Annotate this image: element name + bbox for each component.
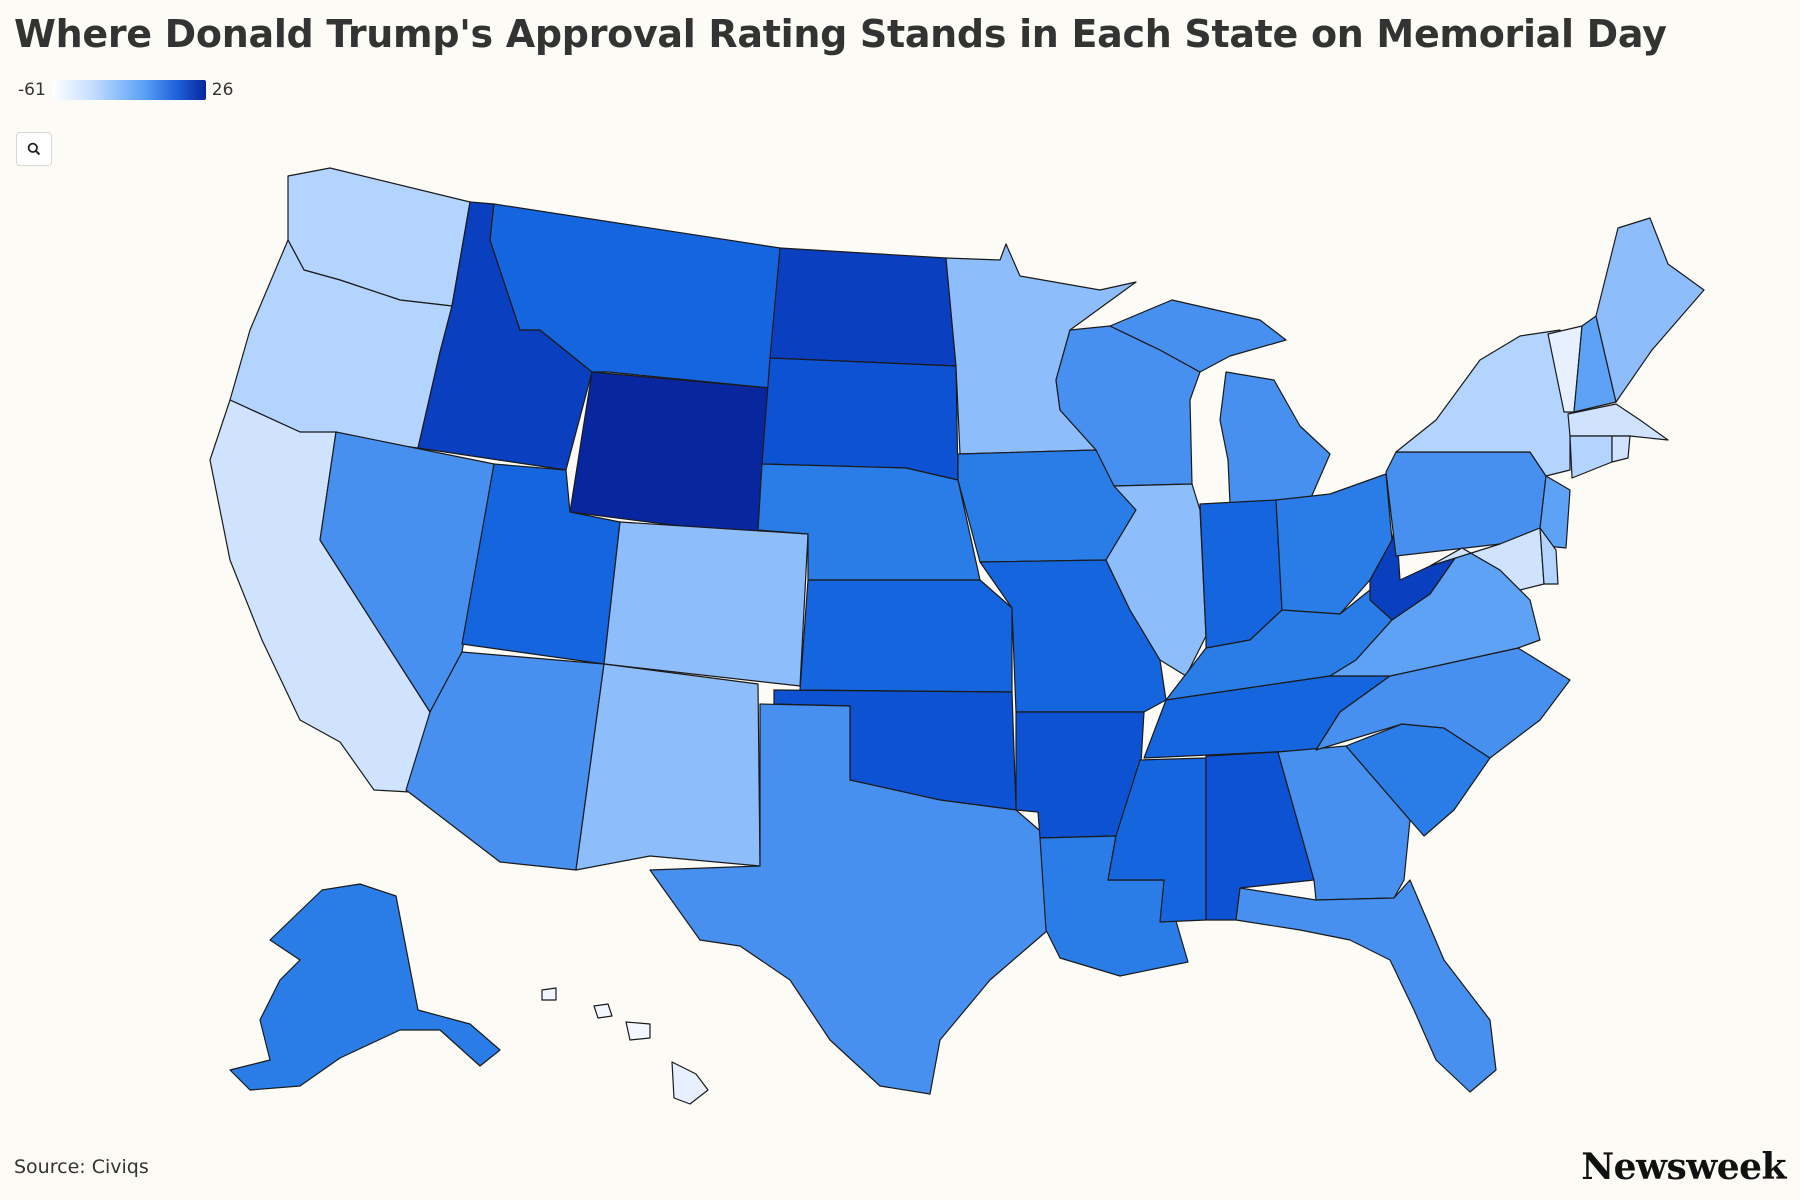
- source-note: Source: Civiqs: [14, 1156, 149, 1178]
- page-title: Where Donald Trump's Approval Rating Sta…: [14, 12, 1667, 56]
- state-kansas[interactable]: [799, 579, 1013, 693]
- state-maryland[interactable]: [1429, 527, 1545, 591]
- legend-max-label: 26: [211, 80, 234, 100]
- state-texas[interactable]: [649, 703, 1049, 1095]
- state-hawaii[interactable]: [671, 1061, 709, 1105]
- state-north-dakota[interactable]: [769, 247, 957, 367]
- state-wyoming[interactable]: [569, 371, 771, 537]
- state-maine[interactable]: [1595, 217, 1705, 403]
- search-button[interactable]: [16, 132, 52, 166]
- legend-gradient-bar: [51, 80, 206, 100]
- state-south-dakota[interactable]: [761, 357, 959, 481]
- legend-min-label: -61: [18, 80, 46, 100]
- state-hawaii-islands: [541, 987, 651, 1041]
- state-illinois[interactable]: [1105, 483, 1207, 677]
- state-delaware[interactable]: [1539, 527, 1559, 585]
- state-north-carolina[interactable]: [1315, 647, 1571, 759]
- state-connecticut[interactable]: [1569, 435, 1613, 479]
- state-new-jersey[interactable]: [1539, 475, 1571, 549]
- state-florida[interactable]: [1235, 879, 1497, 1093]
- state-new-mexico[interactable]: [575, 663, 761, 871]
- state-rhode-island[interactable]: [1611, 435, 1631, 463]
- state-colorado[interactable]: [603, 521, 809, 687]
- state-alaska[interactable]: [229, 883, 501, 1091]
- newsweek-logo: Newsweek: [1581, 1146, 1786, 1188]
- color-legend: -61 26: [18, 80, 233, 100]
- search-icon: [27, 142, 41, 156]
